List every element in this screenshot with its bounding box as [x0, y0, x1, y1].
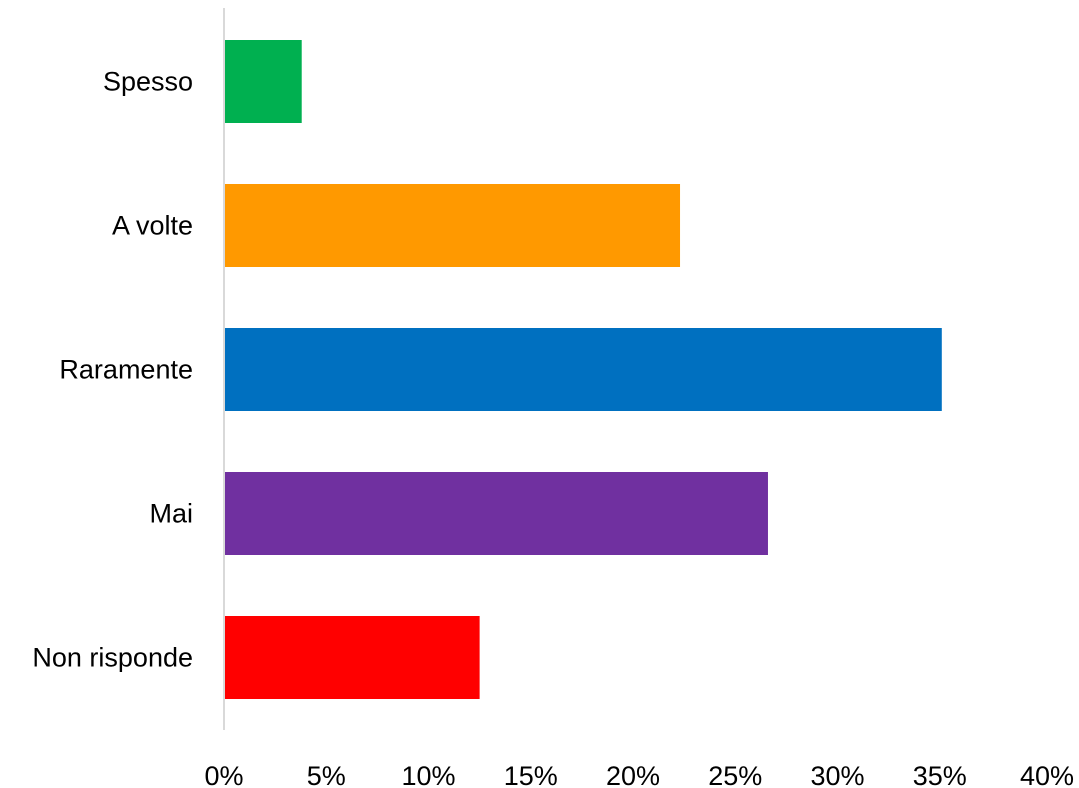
- category-label-spesso: Spesso: [103, 67, 193, 97]
- x-tick-label: 5%: [307, 761, 346, 788]
- bar-mai: [225, 472, 768, 555]
- x-tick-label: 10%: [401, 761, 455, 788]
- x-tick-label: 30%: [810, 761, 864, 788]
- x-tick-label: 35%: [913, 761, 967, 788]
- x-tick-label: 40%: [1020, 761, 1074, 788]
- category-label-mai: Mai: [149, 499, 193, 529]
- x-tick-label: 25%: [708, 761, 762, 788]
- bar-non-risponde: [225, 616, 480, 699]
- bar-spesso: [225, 40, 302, 123]
- bars-group: [225, 40, 942, 699]
- x-tick-label: 15%: [504, 761, 558, 788]
- bar-a-volte: [225, 184, 681, 267]
- bar-raramente: [225, 328, 942, 411]
- category-label-raramente: Raramente: [59, 355, 193, 385]
- category-label-non-risponde: Non risponde: [32, 643, 193, 673]
- x-tick-labels-group: 0% 5% 10% 15% 20% 25% 30% 35% 40%: [204, 761, 1074, 788]
- x-tick-label: 0%: [204, 761, 243, 788]
- category-label-a-volte: A volte: [112, 211, 193, 241]
- category-labels-group: Spesso A volte Raramente Mai Non risponde: [32, 67, 193, 673]
- x-tick-label: 20%: [606, 761, 660, 788]
